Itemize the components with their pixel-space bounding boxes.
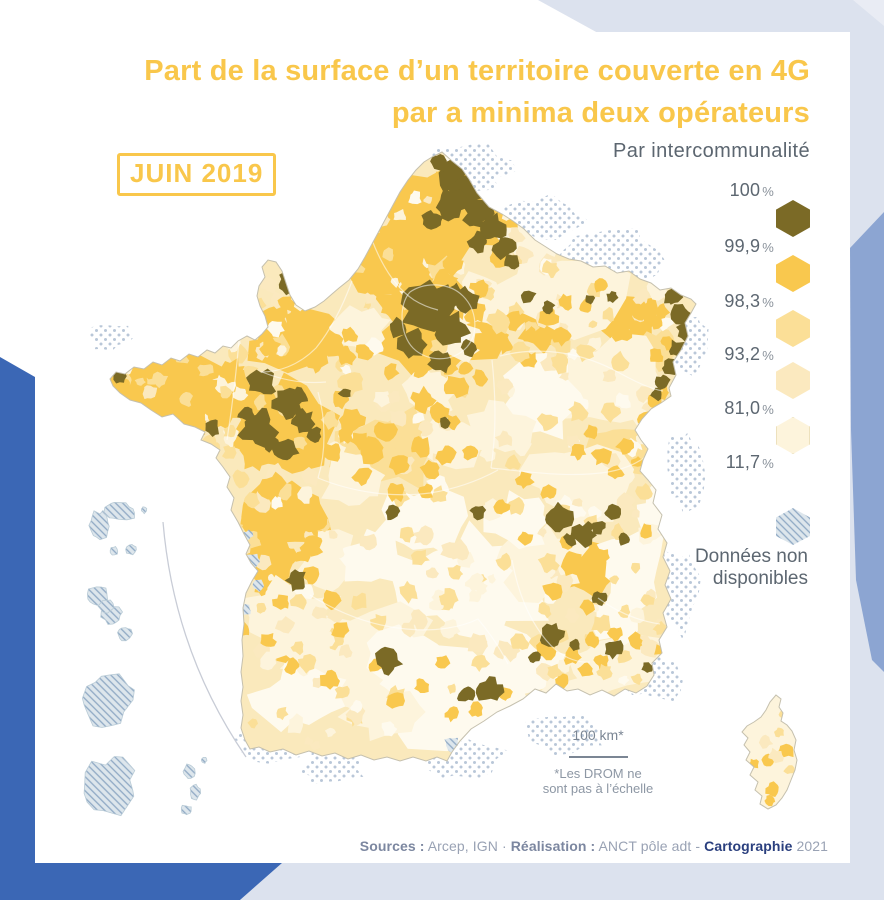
drom-guadeloupe bbox=[125, 543, 137, 556]
dots-texture bbox=[525, 714, 602, 756]
scale-note: *Les DROM ne sont pas à l’échelle bbox=[542, 766, 654, 796]
dots-texture bbox=[667, 431, 706, 512]
drom-martinique bbox=[117, 627, 133, 642]
drom-mayotte bbox=[189, 783, 202, 801]
decorative-arc bbox=[162, 521, 247, 758]
no-data-label: Données non disponibles bbox=[694, 546, 808, 589]
sources-label: Sources : bbox=[359, 838, 425, 854]
title-line1: Part de la surface d’un territoire couve… bbox=[144, 55, 810, 87]
dots-texture bbox=[89, 325, 133, 351]
deco-gray-top bbox=[538, 0, 884, 33]
deco-darkblue bbox=[0, 357, 282, 900]
cartographie-label: Cartographie bbox=[704, 838, 793, 854]
realisation-label: Réalisation : bbox=[510, 838, 596, 854]
drom-martinique bbox=[97, 599, 115, 614]
scale-label: 100 km* bbox=[572, 727, 624, 743]
date-badge: JUIN 2019 bbox=[117, 153, 277, 196]
dots-texture bbox=[297, 751, 364, 785]
deco-blue bbox=[850, 212, 884, 672]
france-map bbox=[81, 144, 798, 817]
france-fill bbox=[110, 152, 696, 761]
dots-texture bbox=[502, 193, 590, 240]
page-title: Part de la surface d’un territoire couve… bbox=[144, 50, 810, 134]
no-data-hexagon bbox=[776, 508, 810, 545]
corsica bbox=[742, 695, 797, 809]
subtitle: Par intercommunalité bbox=[613, 140, 810, 162]
legend-boundary-label: 98,3% bbox=[724, 291, 774, 311]
drom-mayotte bbox=[180, 804, 192, 816]
legend-boundary-label: 11,7% bbox=[725, 452, 774, 472]
scale-bar bbox=[569, 756, 628, 758]
drom-guadeloupe bbox=[109, 545, 119, 556]
drom-guyane bbox=[81, 673, 135, 728]
drom-reunion bbox=[83, 756, 136, 817]
drom-mayotte bbox=[200, 757, 208, 764]
legend-boundary-label: 100% bbox=[729, 180, 774, 200]
legend-boundary-label: 99,9% bbox=[724, 236, 774, 256]
title-line2: par a minima deux opérateurs bbox=[391, 97, 810, 129]
drom-guadeloupe bbox=[103, 501, 135, 521]
legend-boundary-label: 81,0% bbox=[724, 398, 774, 418]
deco-gray-bottom bbox=[240, 863, 884, 900]
drom-guadeloupe bbox=[140, 506, 148, 515]
credits: Sources : Arcep, IGN · Réalisation : ANC… bbox=[359, 838, 828, 854]
legend-boundary-label: 93,2% bbox=[724, 344, 774, 364]
drom-mayotte bbox=[182, 763, 196, 780]
